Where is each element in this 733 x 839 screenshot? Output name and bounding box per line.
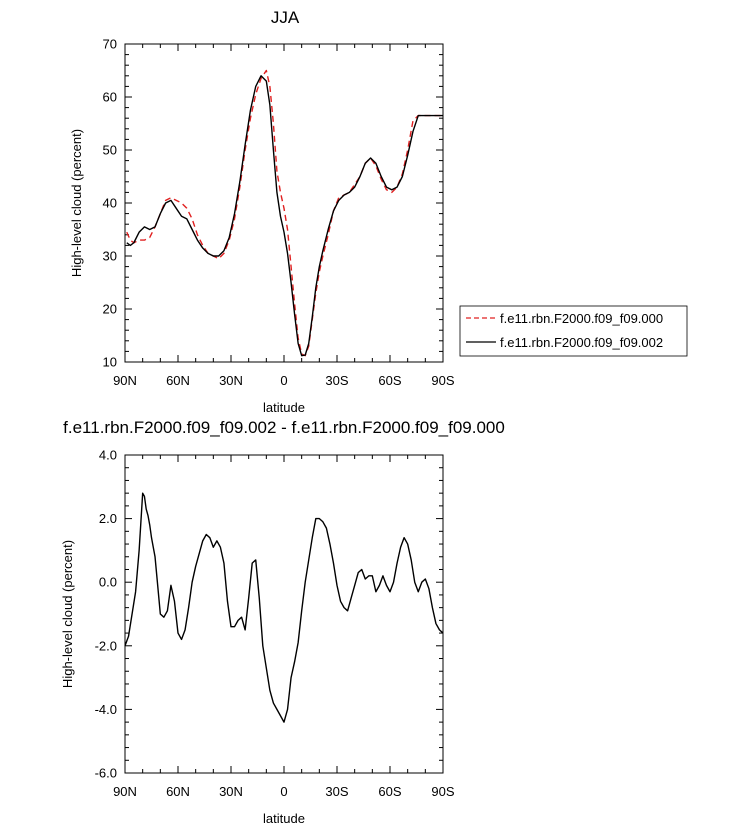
top-axis-ticks xyxy=(124,43,444,363)
bottom-y-axis-label: High-level cloud (percent) xyxy=(60,540,75,688)
y-tick-label: -2.0 xyxy=(95,638,117,653)
legend-box xyxy=(459,305,688,357)
bottom-x-axis-label: latitude xyxy=(263,811,305,826)
x-tick-label: 90N xyxy=(113,784,137,799)
bottom-axis-ticks xyxy=(124,454,444,774)
top-y-axis-label: High-level cloud (percent) xyxy=(69,129,84,277)
legend: f.e11.rbn.F2000.f09_f09.000 f.e11.rbn.F2… xyxy=(459,305,688,357)
bottom-series-line-0 xyxy=(124,492,444,723)
top-panel: JJA 90N 60N 30N 0 30S 60S 90S 10 20 30 40 50 60 70 la… xyxy=(69,8,455,415)
legend-label-series-0: f.e11.rbn.F2000.f09_f09.000 xyxy=(500,311,663,326)
x-tick-label: 90S xyxy=(431,784,454,799)
y-tick-label: 10 xyxy=(103,355,117,370)
top-axis-tick-labels: 90N 60N 30N 0 30S 60S 90S 10 20 30 40 50 60 70 xyxy=(103,37,455,389)
top-chart-title: JJA xyxy=(271,8,300,27)
top-series-lines xyxy=(126,69,443,357)
x-tick-label: 30N xyxy=(219,784,243,799)
y-tick-label: 4.0 xyxy=(99,448,117,463)
y-tick-label: 60 xyxy=(103,90,117,105)
x-tick-label: 60N xyxy=(166,784,190,799)
top-series-line-0 xyxy=(126,69,443,357)
x-tick-label: 30S xyxy=(325,784,348,799)
legend-label-series-1: f.e11.rbn.F2000.f09_f09.002 xyxy=(500,335,663,350)
x-tick-label: 30S xyxy=(325,373,348,388)
x-tick-label: 60N xyxy=(166,373,190,388)
x-tick-label: 90S xyxy=(431,373,454,388)
y-tick-label: 0.0 xyxy=(99,575,117,590)
y-tick-label: 70 xyxy=(103,37,117,52)
y-tick-label: 20 xyxy=(103,302,117,317)
y-tick-label: -6.0 xyxy=(95,766,117,781)
bottom-series-lines xyxy=(124,492,444,723)
y-tick-label: 40 xyxy=(103,196,117,211)
top-x-axis-label: latitude xyxy=(263,400,305,415)
x-tick-label: 0 xyxy=(280,373,287,388)
bottom-axis-tick-labels: 90N 60N 30N 0 30S 60S 90S -6.0 -4.0 -2.0 0.0 2.0 4.0 xyxy=(95,448,455,800)
x-tick-label: 60S xyxy=(378,373,401,388)
y-tick-label: 50 xyxy=(103,143,117,158)
bottom-panel: f.e11.rbn.F2000.f09_f09.002 - f.e11.rbn.… xyxy=(60,418,505,826)
x-tick-label: 0 xyxy=(280,784,287,799)
bottom-plot-frame xyxy=(124,454,444,774)
top-series-line-1 xyxy=(126,75,443,357)
y-tick-label: 30 xyxy=(103,249,117,264)
x-tick-label: 90N xyxy=(113,373,137,388)
y-tick-label: -4.0 xyxy=(95,702,117,717)
bottom-chart-title: f.e11.rbn.F2000.f09_f09.002 - f.e11.rbn.… xyxy=(63,418,505,437)
x-tick-label: 60S xyxy=(378,784,401,799)
y-tick-label: 2.0 xyxy=(99,511,117,526)
x-tick-label: 30N xyxy=(219,373,243,388)
